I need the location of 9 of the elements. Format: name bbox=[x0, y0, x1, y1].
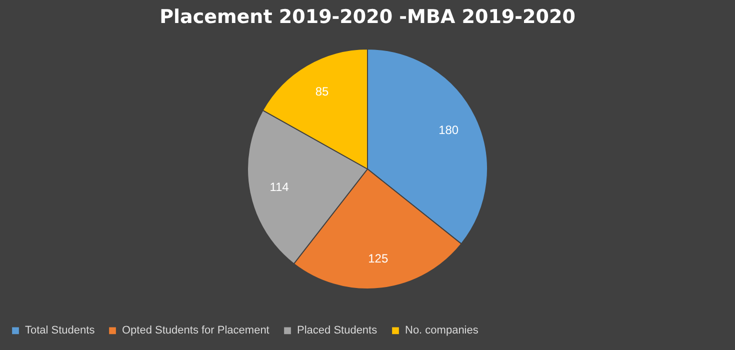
legend-label: Placed Students bbox=[297, 324, 378, 337]
data-label: 180 bbox=[438, 122, 459, 137]
legend-label: Total Students bbox=[25, 324, 96, 337]
data-label: 125 bbox=[368, 251, 388, 266]
legend-label: Opted Students for Placement bbox=[122, 324, 270, 337]
legend-label: No. companies bbox=[405, 324, 479, 337]
data-label: 114 bbox=[270, 180, 290, 194]
data-label: 85 bbox=[315, 84, 330, 98]
chart-title: Placement 2019-2020 -MBA 2019-2020 bbox=[160, 6, 576, 28]
